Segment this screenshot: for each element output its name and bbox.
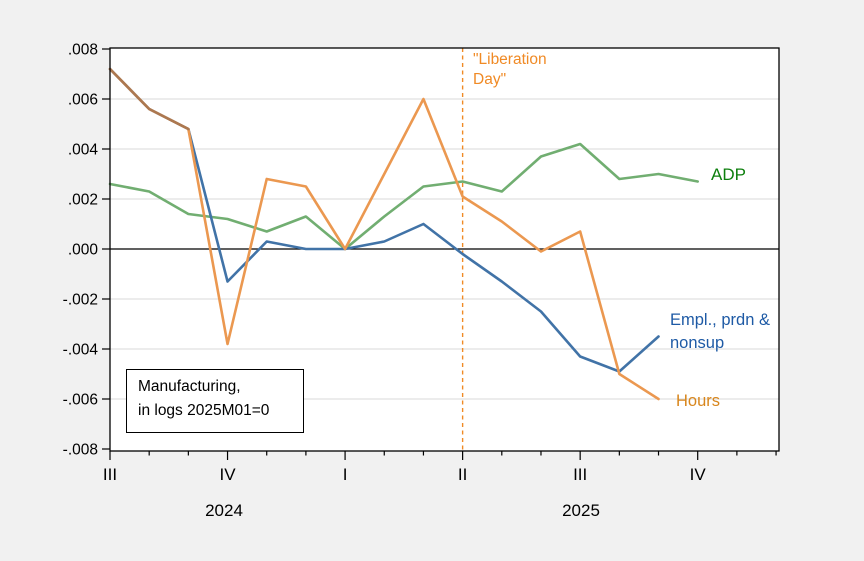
series-label-hours: Hours bbox=[676, 392, 721, 410]
x-tick-label: I bbox=[343, 465, 348, 484]
y-tick-label: .004 bbox=[68, 142, 99, 159]
chart-note-box: Manufacturing, in logs 2025M01=0 bbox=[126, 369, 304, 433]
series-line-hours bbox=[108, 67, 660, 401]
y-tick-label: .002 bbox=[68, 192, 98, 209]
x-tick-label: II bbox=[458, 465, 467, 484]
series-label-adp: ADP bbox=[711, 165, 746, 184]
chart-note-line2: in logs 2025M01=0 bbox=[138, 402, 270, 419]
series-line-empl-prdn-nonsup bbox=[108, 67, 660, 373]
x-axis-year-2024: 2024 bbox=[205, 501, 243, 520]
plot-border bbox=[109, 47, 780, 452]
y-tick-label: .008 bbox=[68, 42, 98, 59]
y-tick-label: -.002 bbox=[63, 292, 98, 309]
liberation-day-label: "Liberation Day" bbox=[473, 50, 547, 90]
overlap-line-hours-empl bbox=[108, 67, 190, 131]
series-line-adp bbox=[108, 142, 700, 251]
series-label-empl-prdn-nonsup: Empl., prdn & nonsup bbox=[670, 311, 770, 352]
x-tick-label: IV bbox=[220, 465, 237, 484]
y-tick-label: -.004 bbox=[63, 342, 99, 359]
y-tick-label: -.006 bbox=[63, 392, 98, 409]
y-tick-label: .000 bbox=[68, 242, 99, 259]
chart-note-line1: Manufacturing, bbox=[138, 378, 241, 395]
x-tick-label: III bbox=[573, 465, 587, 484]
liberation-day-label-line2: Day" bbox=[473, 71, 507, 88]
x-tick-label: III bbox=[103, 465, 117, 484]
x-axis-year-2025: 2025 bbox=[562, 501, 600, 520]
x-tick-label: IV bbox=[690, 465, 707, 484]
y-tick-label: .006 bbox=[68, 92, 98, 109]
y-tick-label: -.008 bbox=[63, 442, 98, 459]
liberation-day-label-line1: "Liberation bbox=[473, 51, 547, 68]
